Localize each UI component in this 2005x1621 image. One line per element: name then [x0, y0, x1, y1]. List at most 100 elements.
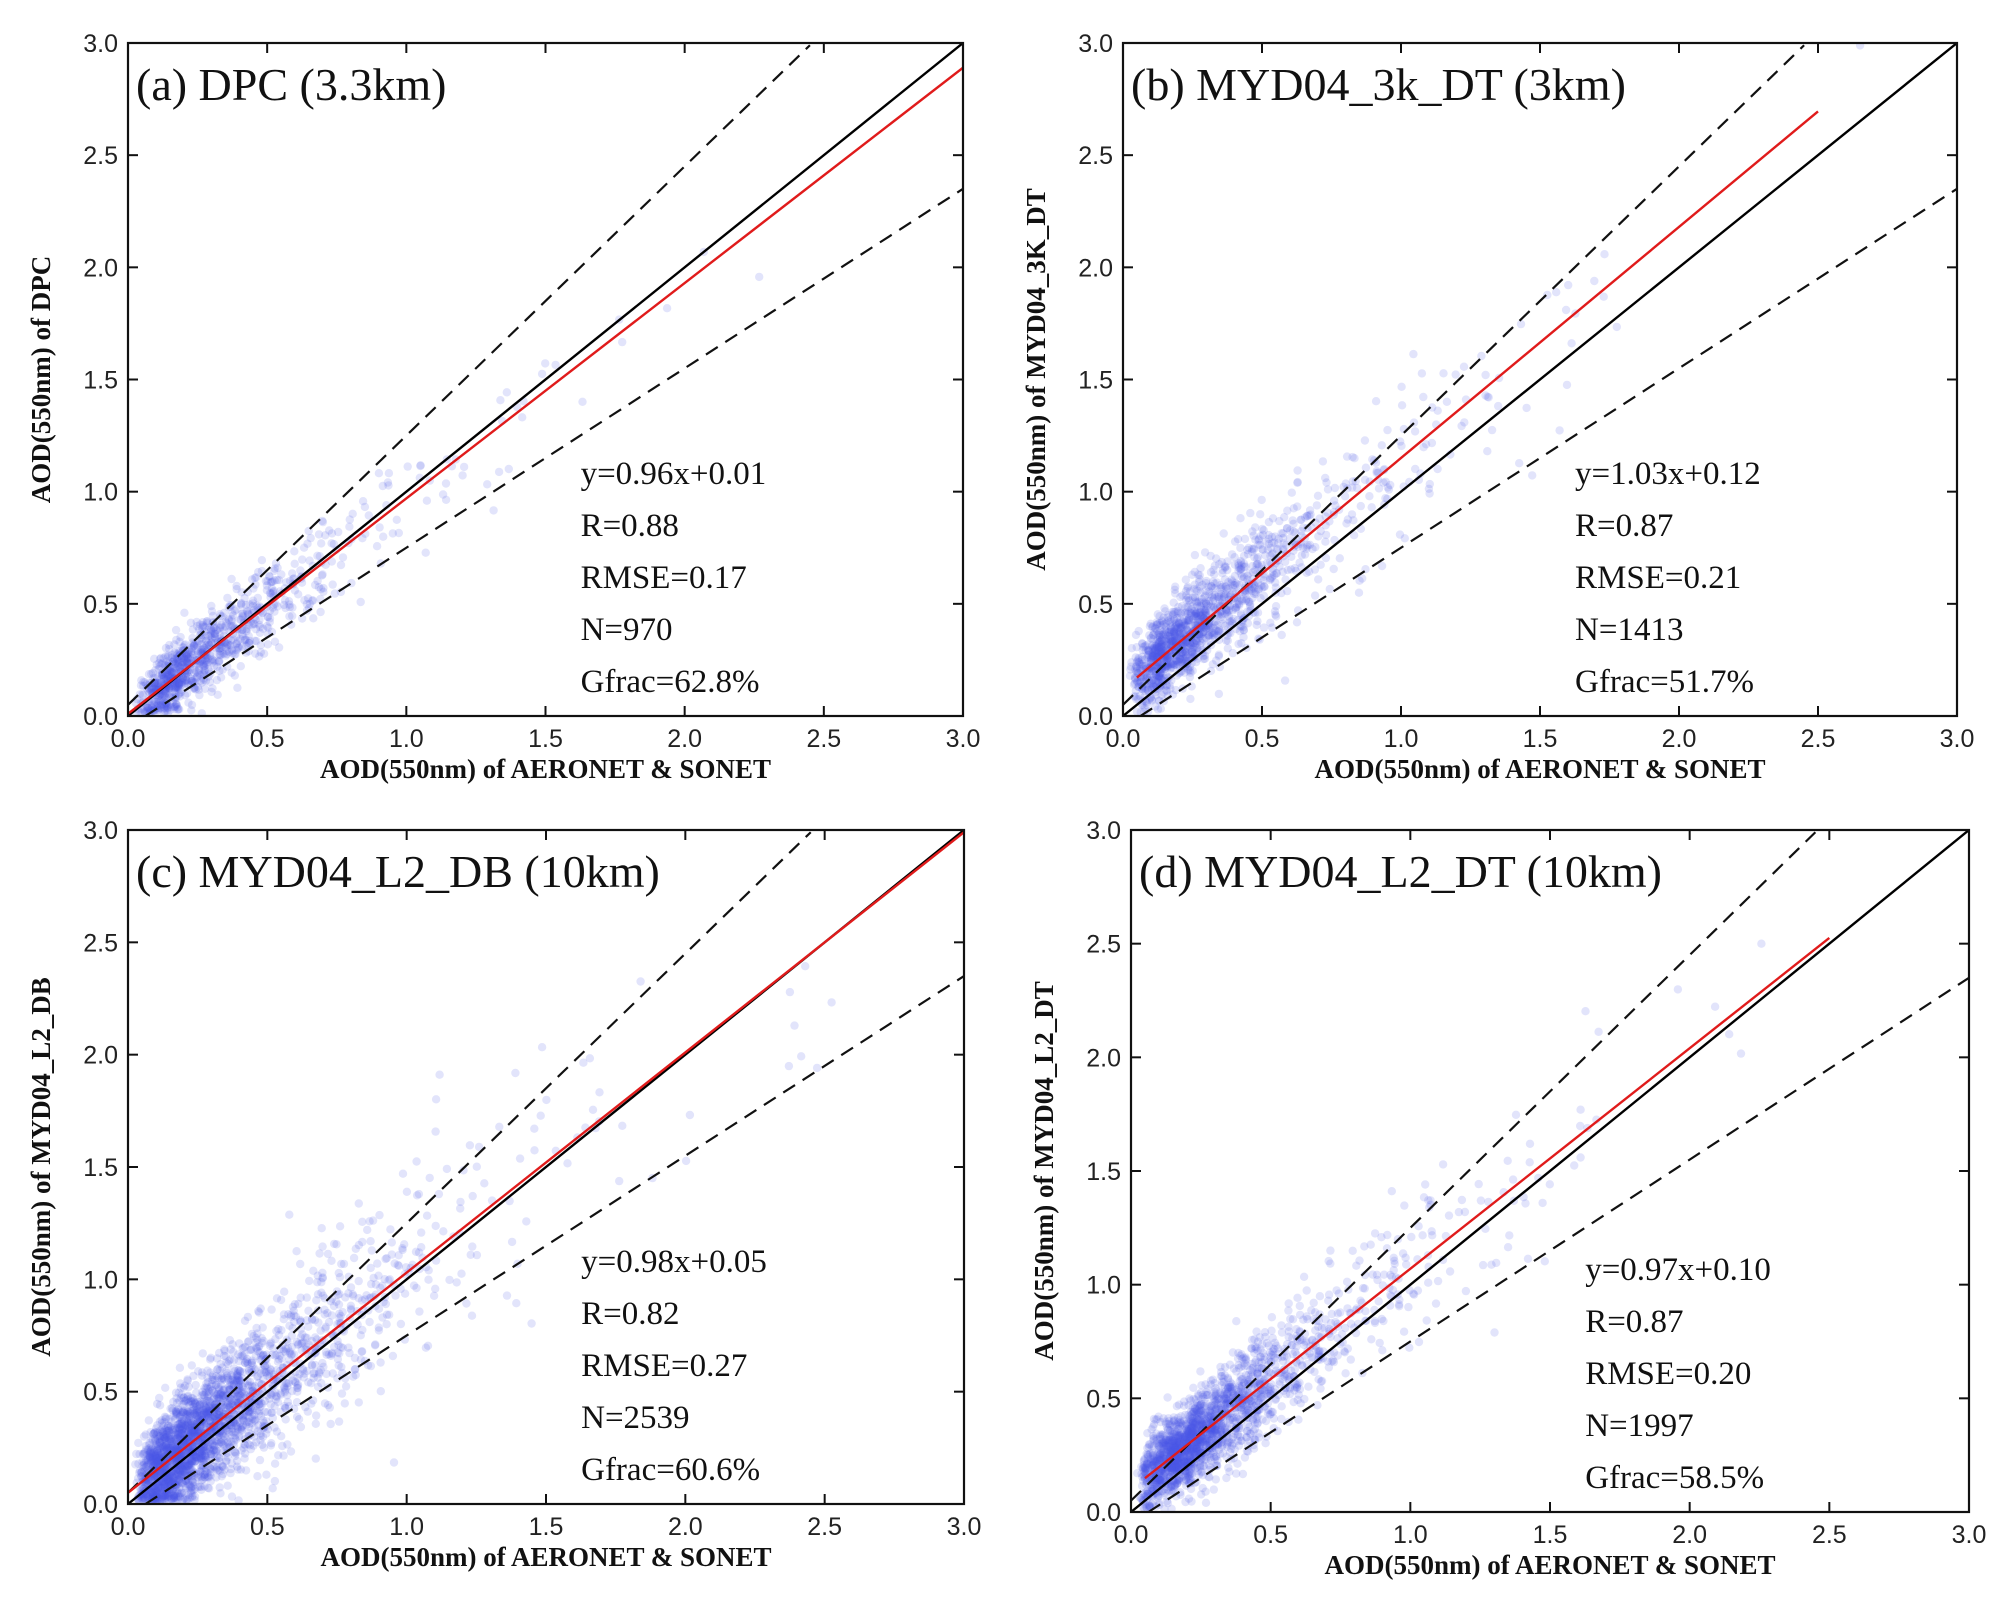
data-point	[1133, 677, 1142, 686]
data-point	[202, 1410, 211, 1419]
data-point	[1331, 501, 1340, 510]
data-point	[1134, 655, 1143, 664]
data-point	[1161, 634, 1171, 644]
data-point	[197, 1391, 206, 1400]
data-point	[209, 1375, 218, 1384]
data-point	[161, 1478, 171, 1487]
data-point	[306, 533, 315, 543]
data-point	[212, 1446, 221, 1455]
panel-a: 0.0 0.0 0.5 0.5 1.0 1.0 1.5 1.5 2.0 2.0 2.5 2.5 3.0 3…	[0, 0, 990, 800]
scatter-plot-a: 0.00.00.50.51.01.01.51.52.02.02.52.53.03…	[26, 30, 980, 784]
data-point	[140, 1493, 149, 1503]
data-point	[315, 1338, 325, 1348]
data-point	[1216, 612, 1226, 622]
data-point	[161, 1425, 170, 1435]
data-point	[1381, 477, 1390, 486]
data-point	[1208, 630, 1217, 640]
data-point	[245, 1413, 254, 1423]
data-point	[1202, 599, 1211, 608]
data-point	[168, 1425, 178, 1435]
data-point	[250, 620, 259, 629]
data-point	[1234, 566, 1243, 575]
data-point	[266, 589, 275, 598]
data-point	[178, 1478, 187, 1487]
data-point	[181, 1472, 190, 1481]
data-point	[137, 1494, 147, 1503]
data-point	[165, 1437, 174, 1446]
data-point	[1151, 645, 1160, 654]
data-point	[1227, 579, 1236, 588]
data-point	[318, 1273, 327, 1282]
data-point	[187, 645, 196, 654]
data-point	[172, 664, 181, 674]
data-point	[193, 649, 203, 659]
data-point	[265, 572, 274, 581]
data-point	[1218, 569, 1227, 578]
data-point	[318, 517, 328, 527]
data-point	[1209, 594, 1219, 603]
data-point	[1259, 526, 1268, 535]
data-point	[232, 1391, 242, 1401]
data-point	[202, 1449, 211, 1458]
data-point	[168, 1406, 177, 1415]
data-point	[1143, 686, 1153, 695]
data-point	[242, 627, 251, 636]
data-point	[1175, 624, 1185, 633]
data-point	[258, 1323, 267, 1332]
data-point	[250, 1416, 259, 1425]
data-point	[270, 1423, 279, 1432]
data-point	[1180, 618, 1189, 627]
data-point	[1169, 610, 1178, 619]
data-point	[1204, 630, 1213, 640]
data-point	[327, 1256, 336, 1265]
data-point	[199, 1456, 209, 1465]
data-point	[1155, 643, 1164, 652]
data-point	[218, 649, 227, 658]
data-point	[235, 1390, 244, 1400]
y-tick-label: 0.5	[83, 591, 118, 619]
data-point	[323, 1308, 332, 1318]
data-point	[212, 1446, 221, 1455]
data-point	[187, 1465, 196, 1474]
data-point	[1195, 574, 1204, 584]
data-point	[230, 650, 239, 659]
data-point	[195, 1454, 204, 1463]
data-point	[196, 1447, 205, 1456]
data-point	[187, 1488, 196, 1498]
data-point	[175, 1419, 184, 1429]
reference-lines-b	[1123, 43, 1957, 716]
data-point	[235, 1431, 244, 1441]
data-point	[243, 1337, 253, 1346]
data-point	[258, 1365, 267, 1374]
data-point	[1148, 653, 1157, 662]
data-point	[240, 1440, 250, 1450]
data-point	[495, 1122, 504, 1131]
data-point	[160, 703, 169, 713]
data-point	[183, 1461, 192, 1471]
data-point	[1564, 280, 1573, 290]
data-point	[202, 617, 211, 626]
data-point	[210, 623, 219, 632]
data-point	[197, 1446, 206, 1456]
data-point	[197, 1473, 206, 1482]
data-point	[1170, 660, 1180, 669]
data-point	[179, 1407, 188, 1416]
data-point	[231, 650, 240, 659]
data-point	[319, 587, 328, 596]
data-point	[283, 1440, 292, 1449]
data-point	[235, 1339, 244, 1348]
data-point	[150, 1434, 160, 1443]
data-point	[166, 668, 175, 677]
data-point	[160, 706, 170, 716]
data-point	[182, 654, 191, 664]
data-point	[144, 1416, 153, 1425]
data-point	[206, 1368, 215, 1377]
data-point	[140, 678, 150, 687]
data-point	[240, 1454, 249, 1463]
data-point	[255, 1341, 264, 1351]
data-point	[186, 1420, 195, 1429]
data-point	[279, 600, 289, 610]
data-point	[151, 1452, 160, 1461]
data-point	[1181, 655, 1190, 665]
data-point	[260, 1362, 270, 1371]
